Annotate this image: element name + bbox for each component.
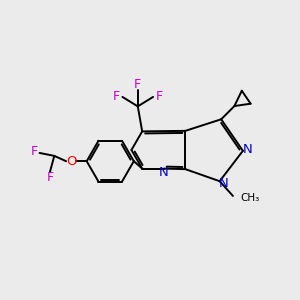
Text: O: O bbox=[66, 155, 76, 168]
Text: N: N bbox=[243, 143, 253, 156]
Text: F: F bbox=[46, 171, 53, 184]
Text: F: F bbox=[113, 90, 120, 104]
Text: CH₃: CH₃ bbox=[241, 193, 260, 203]
Text: N: N bbox=[218, 177, 228, 190]
Text: F: F bbox=[155, 90, 163, 104]
Text: F: F bbox=[31, 145, 38, 158]
Text: F: F bbox=[134, 78, 141, 92]
Text: N: N bbox=[159, 166, 169, 179]
